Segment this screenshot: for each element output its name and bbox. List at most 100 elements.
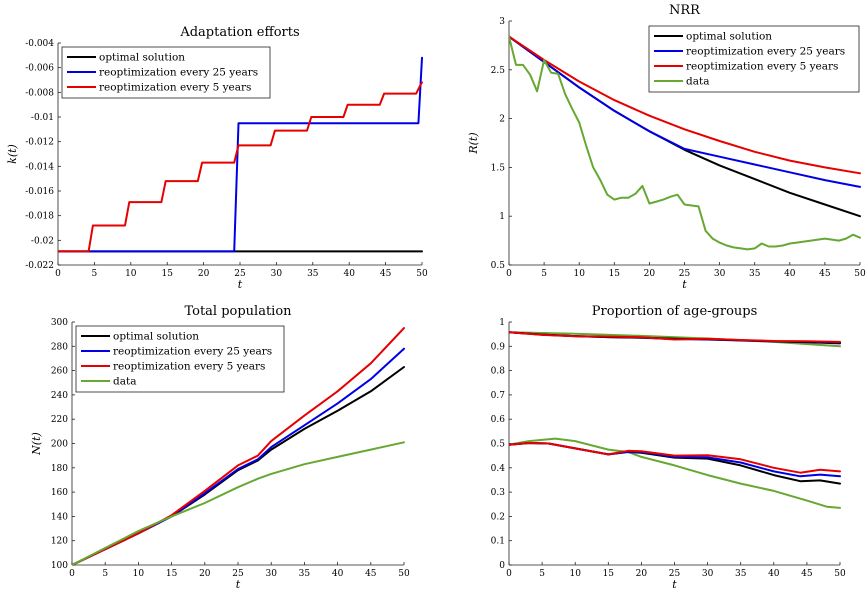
y-tick-label: -0.004 — [25, 39, 54, 49]
x-axis-label: t — [236, 578, 241, 591]
legend-label: optimal solution — [113, 331, 199, 343]
y-tick-label: 1 — [499, 318, 505, 328]
y-tick-label: 0.6 — [491, 415, 506, 425]
legend-label: reoptimization every 5 years — [99, 82, 251, 94]
y-tick-label: -0.022 — [25, 261, 54, 271]
legend: optimal solution reoptimization every 25 … — [61, 46, 271, 99]
legend-label: reoptimization every 5 years — [113, 361, 265, 373]
series-line — [509, 442, 841, 474]
series-line — [509, 35, 861, 188]
y-tick-label: 100 — [51, 561, 68, 571]
x-axis-label: t — [682, 278, 687, 291]
y-tick-label: -0.01 — [31, 113, 54, 123]
y-tick-label: -0.018 — [25, 212, 54, 222]
y-tick-label: 0.4 — [491, 464, 506, 474]
x-tick-label: 20 — [636, 569, 648, 579]
x-tick-label: 50 — [854, 269, 866, 279]
y-tick-label: 0.7 — [491, 391, 506, 401]
legend-box — [61, 46, 271, 99]
x-tick-label: 0 — [55, 269, 61, 279]
legend-label: reoptimization every 25 years — [113, 346, 272, 358]
chart-title: Total population — [184, 304, 292, 319]
series-line — [58, 56, 423, 253]
y-tick-label: 180 — [51, 464, 68, 474]
x-tick-label: 35 — [307, 269, 319, 279]
y-tick-label: -0.016 — [25, 187, 54, 197]
y-tick-label: 260 — [51, 367, 68, 377]
chart-1: Adaptation efforts 0 5 10 15 20 25 30 35 40 45 50 -0… — [6, 25, 428, 291]
x-tick-label: 0 — [506, 569, 512, 579]
series-line — [509, 437, 841, 509]
y-tick-label: 1 — [499, 212, 505, 222]
legend-label: data — [113, 376, 136, 388]
y-tick-label: 0.2 — [491, 512, 505, 522]
y-axis-label: R(t) — [467, 132, 480, 154]
x-tick-label: 10 — [569, 569, 581, 579]
x-tick-label: 45 — [801, 569, 813, 579]
y-tick-label: 0 — [499, 561, 505, 571]
legend-label: optimal solution — [99, 52, 185, 64]
chart-title: Adaptation efforts — [179, 25, 299, 40]
series-line — [509, 331, 841, 343]
x-tick-label: 25 — [679, 269, 691, 279]
x-tick-label: 10 — [573, 269, 585, 279]
x-tick-label: 40 — [343, 269, 355, 279]
x-tick-label: 40 — [332, 569, 344, 579]
y-tick-label: 0.9 — [491, 342, 506, 352]
x-tick-label: 5 — [541, 269, 547, 279]
y-tick-label: 140 — [51, 512, 68, 522]
x-tick-label: 25 — [232, 569, 244, 579]
legend-label: reoptimization every 5 years — [686, 61, 838, 73]
chart-title: NRR — [669, 3, 701, 18]
y-tick-label: 240 — [51, 391, 68, 401]
x-tick-label: 40 — [768, 569, 780, 579]
y-tick-label: -0.02 — [31, 236, 54, 246]
legend: optimal solution reoptimization every 25 … — [648, 25, 860, 93]
chart-2: NRR 0 5 10 15 20 25 30 35 40 45 50 0.5 1 1.5 2 2.5 3 t R(t)… — [467, 3, 866, 291]
y-tick-label: 1.5 — [491, 163, 506, 173]
y-axis-label: k(t) — [6, 144, 19, 164]
x-tick-label: 5 — [102, 569, 108, 579]
x-tick-label: 35 — [299, 569, 311, 579]
legend-box — [648, 25, 860, 93]
chart-title: Proportion of age-groups — [592, 304, 758, 319]
x-tick-label: 20 — [199, 569, 211, 579]
x-tick-label: 50 — [834, 569, 846, 579]
x-tick-label: 15 — [161, 269, 173, 279]
x-tick-label: 30 — [265, 569, 277, 579]
y-tick-label: -0.008 — [25, 88, 54, 98]
x-tick-label: 5 — [539, 569, 545, 579]
y-tick-label: 0.1 — [491, 537, 505, 547]
x-tick-label: 10 — [125, 269, 137, 279]
x-tick-label: 45 — [380, 269, 392, 279]
y-tick-label: 0.5 — [491, 261, 506, 271]
y-tick-label: 120 — [51, 537, 68, 547]
x-axis-label: t — [672, 578, 677, 591]
x-tick-label: 50 — [398, 569, 410, 579]
x-tick-label: 20 — [644, 269, 656, 279]
legend-label: reoptimization every 25 years — [99, 67, 258, 79]
x-tick-label: 50 — [416, 269, 428, 279]
x-axis-label: t — [238, 278, 243, 291]
x-tick-label: 10 — [133, 569, 145, 579]
x-tick-label: 0 — [69, 569, 75, 579]
x-tick-label: 25 — [234, 269, 246, 279]
y-tick-label: -0.006 — [25, 64, 54, 74]
x-tick-label: 20 — [198, 269, 210, 279]
legend-label: reoptimization every 25 years — [686, 46, 845, 58]
x-tick-label: 35 — [735, 569, 747, 579]
y-tick-label: -0.012 — [25, 138, 54, 148]
y-axis-label: N(t) — [30, 432, 43, 456]
y-tick-label: 280 — [51, 342, 68, 352]
series-line — [509, 442, 841, 485]
legend-label: data — [686, 76, 709, 88]
y-tick-label: 300 — [51, 318, 68, 328]
series-line — [72, 327, 405, 565]
x-tick-label: 30 — [271, 269, 283, 279]
series-line — [509, 35, 861, 175]
y-tick-label: 0.5 — [491, 440, 506, 450]
y-tick-label: 2 — [499, 115, 505, 125]
x-tick-label: 15 — [609, 269, 621, 279]
